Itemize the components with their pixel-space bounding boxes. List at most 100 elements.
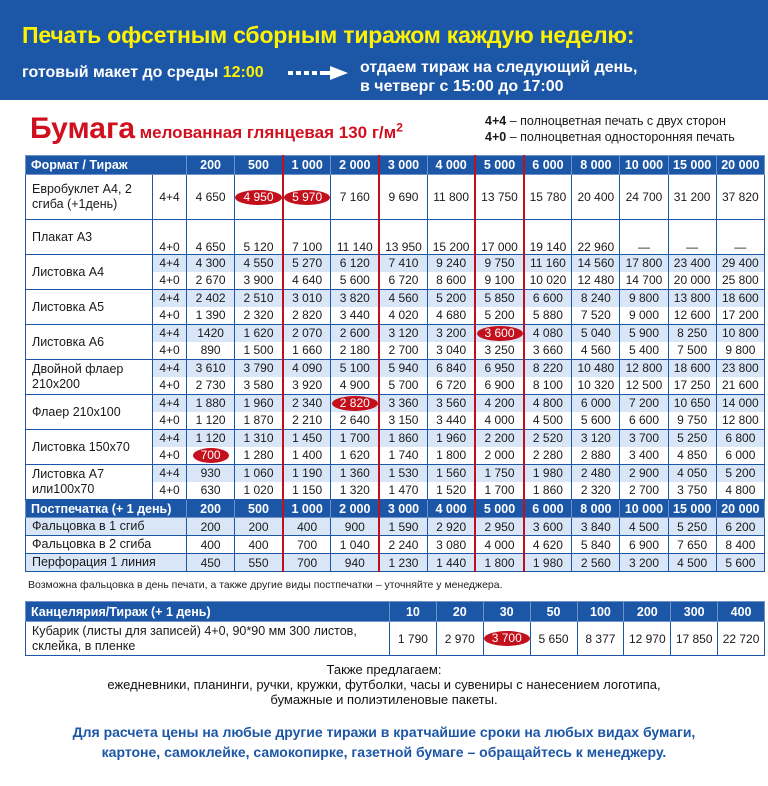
price-value: 7 100 — [292, 240, 323, 254]
price-cell: 1 530 1 470 — [378, 464, 428, 500]
product-name: Листовка А5 — [25, 289, 153, 325]
price-cell: 3 610 2 730 — [185, 359, 236, 395]
quantity-header: 5 000 — [474, 499, 525, 518]
price-cell: 4 500 — [619, 517, 669, 536]
price-value: 5 200 — [436, 291, 467, 305]
price-value: 2 880 — [580, 448, 611, 462]
price-cell: 1 750 1 700 — [474, 464, 525, 500]
product-row: Двойной флаер 210х200 4+4 4+0 3 610 2 730 3 7… — [25, 359, 766, 395]
price-value: 17 850 — [675, 631, 713, 646]
price-cell: 3 700 3 400 — [619, 429, 669, 465]
price-cell: 700 — [281, 535, 332, 554]
price-value: 5 270 — [292, 256, 323, 270]
price-cell: 14 000 12 800 — [715, 394, 766, 430]
price-cell: 4 050 3 750 — [667, 464, 717, 500]
product-row: Листовка А5 4+4 4+0 2 402 1 390 2 510 2 320 3 0… — [25, 289, 766, 325]
product-row: Листовка А4 4+4 4+0 4 300 2 670 4 550 3 900 5 2… — [25, 254, 766, 290]
price-value: 6 800 — [725, 431, 756, 445]
price-cell: 18 600 17 200 — [715, 289, 766, 325]
price-value: 12 600 — [673, 308, 711, 322]
price-cell: 4 080 3 660 — [523, 324, 573, 360]
price-value: 4 090 — [292, 361, 323, 375]
quantity-header: 4 000 — [426, 155, 476, 175]
price-value: 21 600 — [722, 378, 759, 392]
price-cell: 3 600 — [523, 517, 573, 536]
price-cell: 3 790 3 580 — [234, 359, 284, 395]
quantity-header: 10 — [389, 601, 437, 622]
price-cell: 2 950 — [474, 517, 525, 536]
print-code: 4+0 — [159, 273, 180, 287]
postpress-note: Возможна фальцовка в день печати, а такж… — [28, 579, 503, 591]
price-cell: 3 080 — [426, 535, 476, 554]
quantity-header: 4 000 — [426, 499, 476, 518]
price-value: 17 200 — [722, 308, 759, 322]
price-cell: 200 — [234, 517, 284, 536]
price-value: 9 800 — [725, 343, 756, 357]
quantity-header: 300 — [670, 601, 719, 622]
price-value: 1 500 — [243, 343, 274, 357]
price-value: 4 850 — [677, 448, 708, 462]
price-cell: 2 820 2 640 — [330, 394, 381, 430]
price-value: 3 900 — [243, 273, 274, 287]
price-value: 24 700 — [625, 190, 663, 204]
price-value: 6 600 — [628, 413, 659, 427]
price-cell: 5 970 — [281, 174, 332, 220]
price-value: 4 020 — [388, 308, 419, 322]
quantity-header: 10 000 — [619, 499, 669, 518]
price-cell: 2 200 2 000 — [474, 429, 525, 465]
price-cell: 2 970 — [435, 621, 484, 656]
price-value: 23 400 — [673, 256, 711, 270]
quantity-header: 20 000 — [715, 155, 766, 175]
price-value: 12 800 — [722, 413, 759, 427]
price-cell: 3 120 2 880 — [571, 429, 621, 465]
price-value: 2 510 — [243, 291, 274, 305]
price-value: 1 020 — [243, 483, 274, 497]
price-cell: 6 840 6 720 — [426, 359, 476, 395]
price-cell: 3 120 2 700 — [378, 324, 428, 360]
price-value: 1 310 — [243, 431, 274, 445]
price-cell: 2 600 2 180 — [330, 324, 381, 360]
price-value: 8 250 — [677, 326, 708, 340]
price-cell: 1 790 — [389, 621, 437, 656]
price-cell: 5 650 — [529, 621, 578, 656]
price-value: 5 250 — [677, 431, 708, 445]
quantity-header: 100 — [576, 601, 625, 622]
price-value: 4 000 — [484, 413, 515, 427]
price-value: 5 100 — [339, 361, 370, 375]
price-value: 1 560 — [436, 466, 467, 480]
price-value: — — [734, 240, 747, 254]
product-name: Флаер 210х100 — [25, 394, 153, 430]
quantity-header: 2 000 — [330, 155, 381, 175]
price-value: — — [686, 240, 699, 254]
price-value: 3 440 — [436, 413, 467, 427]
price-value: 5 880 — [532, 308, 563, 322]
price-cell: 1 230 — [378, 553, 428, 572]
price-cell: 7 410 6 720 — [378, 254, 428, 290]
postpress-name: Фальцовка в 1 сгиб — [25, 517, 187, 536]
print-codes: 4+4 4+0 — [152, 429, 187, 465]
price-value: — — [637, 240, 650, 254]
price-value: 1 190 — [292, 466, 323, 480]
price-cell: 5 850 5 200 — [474, 289, 525, 325]
product-name: Листовка А4 — [25, 254, 153, 290]
price-value: 1 740 — [388, 448, 419, 462]
legend-item: 4+4 – полноцветная печать с двух сторон — [485, 114, 726, 128]
price-value: 9 100 — [484, 273, 515, 287]
price-value: 3 200 — [436, 326, 467, 340]
price-value: 6 720 — [388, 273, 419, 287]
price-cell: 5 900 5 400 — [619, 324, 669, 360]
price-cell: 1 190 1 150 — [281, 464, 332, 500]
price-cell: 2 240 — [378, 535, 428, 554]
price-cell: 4 500 — [667, 553, 717, 572]
price-value: 17 000 — [481, 240, 518, 254]
stationery-header-row: Канцелярия/Тираж (+ 1 день) 10 20 30 50 100 20… — [25, 601, 765, 622]
ready-deadline: готовый макет до среды 12:00 — [22, 64, 264, 81]
price-value: 25 800 — [722, 273, 759, 287]
price-value: 29 400 — [722, 256, 759, 270]
price-value: 6 000 — [580, 396, 611, 410]
price-value: 4 650 — [195, 240, 226, 254]
price-value: 8 240 — [580, 291, 611, 305]
price-value: 5 120 — [243, 240, 274, 254]
price-cell: 5 120 — [234, 219, 284, 255]
print-code: 4+0 — [159, 343, 180, 357]
